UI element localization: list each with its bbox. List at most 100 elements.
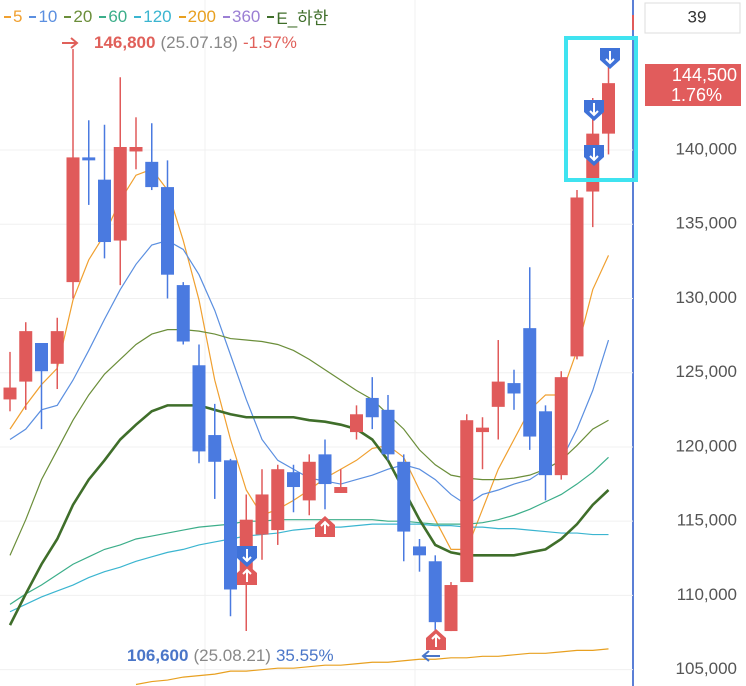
candle-body — [570, 197, 584, 357]
y-tick-label: 140,000 — [676, 139, 737, 158]
min-change: 35.55% — [275, 646, 334, 665]
candle-body — [50, 331, 64, 364]
buy-marker — [237, 564, 257, 585]
min-price: 106,600 — [127, 646, 189, 665]
candle-body — [334, 487, 348, 493]
min-arrow — [421, 650, 440, 662]
candle-body — [145, 161, 159, 188]
candle-body — [129, 147, 143, 152]
legend-item: 60 — [99, 4, 127, 29]
candle-body — [413, 546, 426, 556]
y-tick-label: 115,000 — [677, 511, 737, 530]
legend-item: E_하한 — [267, 4, 328, 29]
highlight-box — [564, 36, 638, 182]
legend-label: 120 — [143, 6, 172, 26]
candle-body — [224, 460, 237, 590]
max-change: -1.57% — [242, 33, 297, 52]
max-annotation: 146,800 (25.07.18) -1.57% — [94, 33, 297, 53]
legend-item: 20 — [64, 4, 92, 29]
legend-label: 20 — [73, 6, 93, 26]
legend-item: 120 — [134, 4, 172, 29]
legend-swatch — [29, 15, 37, 18]
candle-body — [554, 377, 568, 476]
candle-body — [192, 365, 206, 452]
candle-body — [176, 285, 190, 342]
y-tick-label: 125,000 — [676, 362, 737, 381]
candle-body — [35, 343, 48, 372]
candle-body — [66, 157, 80, 283]
ma-line — [135, 648, 609, 686]
legend-item: 360 — [222, 4, 261, 29]
candle-body — [98, 179, 111, 243]
y-tick-label: 105,000 — [676, 659, 737, 678]
candle-body — [476, 427, 489, 433]
candle-body — [82, 157, 96, 161]
legend-label: E_하한 — [276, 9, 329, 28]
signal-markers — [237, 48, 620, 650]
y-tick-label: 135,000 — [676, 214, 737, 233]
legend-label: 60 — [108, 6, 128, 26]
max-price: 146,800 — [94, 33, 156, 52]
ma-lines — [8, 168, 610, 686]
max-date: (25.07.18) — [160, 33, 238, 52]
legend-label: 5 — [13, 6, 23, 26]
legend-item: 5 — [4, 4, 22, 29]
candle-body — [444, 585, 458, 632]
legend-label: 200 — [187, 6, 216, 26]
candle-body — [350, 414, 363, 433]
sell-marker — [600, 48, 620, 69]
legend-swatch — [178, 15, 186, 18]
candle-body — [161, 187, 174, 275]
min-date: (25.08.21) — [193, 646, 271, 665]
marker-arrow — [589, 103, 599, 117]
price-box — [645, 64, 741, 106]
sell-marker — [237, 546, 257, 567]
candle-body — [287, 472, 300, 488]
sell-marker — [584, 100, 604, 121]
buy-marker — [426, 629, 446, 650]
candle-body — [19, 331, 33, 382]
marker-arrow — [320, 520, 330, 534]
legend-swatch — [222, 15, 230, 18]
candles — [3, 49, 615, 646]
min-annotation: 106,600 (25.08.21) 35.55% — [127, 646, 334, 666]
max-arrow — [62, 37, 79, 49]
candle-body — [460, 420, 474, 583]
ma-line — [9, 523, 609, 613]
candle-body — [381, 409, 395, 455]
buy-marker — [315, 516, 335, 537]
legend-item: 10 — [29, 4, 57, 29]
candle-body — [539, 411, 552, 476]
candle-body — [365, 397, 379, 418]
counter-box — [644, 2, 741, 34]
price: 144,500 — [672, 65, 737, 85]
legend-swatch — [64, 15, 72, 18]
candle-body — [602, 83, 615, 134]
candle-body — [3, 387, 17, 400]
grid — [0, 0, 633, 686]
candle-body — [208, 435, 222, 462]
counter: 39 — [688, 7, 707, 26]
legend-label: 360 — [231, 6, 261, 26]
sell-marker — [584, 145, 604, 166]
candle-body — [318, 454, 332, 485]
legend-swatch — [267, 15, 275, 18]
legend-swatch — [99, 15, 107, 18]
candle-body — [523, 328, 537, 437]
candle-body — [491, 381, 505, 407]
y-tick-label: 120,000 — [676, 436, 737, 455]
legend-item: 200 — [178, 4, 216, 29]
ma-line — [9, 456, 609, 605]
y-tick-label: 130,000 — [676, 288, 737, 307]
marker-arrow — [242, 568, 252, 582]
candle-body — [271, 469, 285, 531]
marker-arrow — [431, 633, 441, 647]
candle-body — [113, 147, 127, 241]
ma-line — [9, 329, 609, 556]
legend-swatch — [134, 15, 142, 18]
candle-body — [302, 461, 316, 501]
marker-arrow — [605, 51, 615, 65]
marker-arrow — [242, 549, 252, 563]
